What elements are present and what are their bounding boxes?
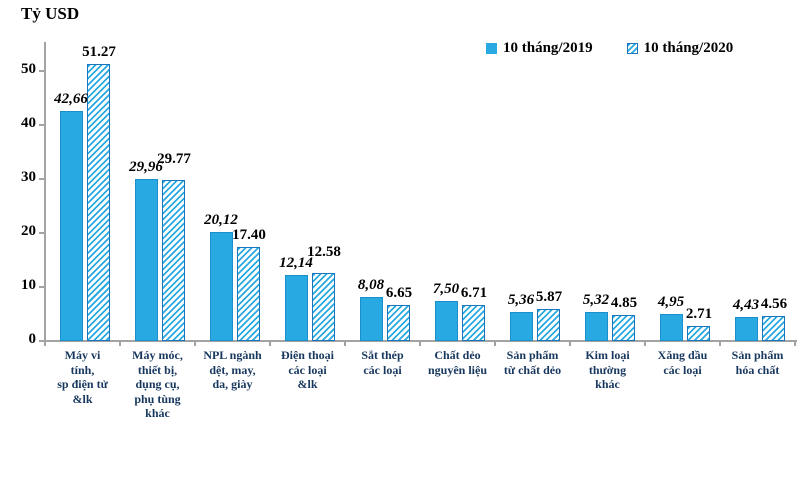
bar-2020 <box>312 273 335 341</box>
value-label-2020: 6.71 <box>460 284 488 301</box>
x-tick-mark <box>419 341 421 346</box>
bar-2019 <box>585 312 608 341</box>
value-label-2020: 4.85 <box>610 294 638 311</box>
value-label-2019: 4,95 <box>657 294 685 311</box>
bar-2020 <box>612 314 635 341</box>
value-label-2020: 51.27 <box>82 44 116 61</box>
bar-2019 <box>435 300 458 341</box>
bar-2019 <box>60 110 83 341</box>
bar-2020 <box>687 326 710 341</box>
bar-2020 <box>87 64 110 341</box>
legend-label-2020: 10 tháng/2020 <box>643 40 734 56</box>
category-label: Kim loại thường khác <box>585 348 630 391</box>
value-label-2019: 12,14 <box>279 255 313 272</box>
bar-2019 <box>135 179 158 341</box>
y-tick-label: 40 <box>21 115 36 131</box>
category-label: Sản phẩm từ chất dẻo <box>503 348 562 377</box>
category-label: Điện thoại các loại &lk <box>280 348 334 391</box>
bar-2020 <box>237 247 260 341</box>
legend-item-2019: 10 tháng/2019 <box>486 40 593 57</box>
category-label: Máy vi tính, sp điện tử &lk <box>57 348 108 406</box>
y-tick-mark <box>39 340 45 342</box>
bar-2019 <box>360 297 383 341</box>
x-tick-mark <box>494 341 496 346</box>
value-label-2019: 5,32 <box>582 292 610 309</box>
category-label: NPL ngành dệt, may, da, giày <box>203 348 262 391</box>
bar-2020 <box>762 316 785 341</box>
x-tick-mark <box>644 341 646 346</box>
bar-2019 <box>660 314 683 341</box>
value-label-2019: 7,50 <box>432 280 460 297</box>
legend: 10 tháng/2019 10 tháng/2020 <box>486 40 733 57</box>
legend-swatch-solid-icon <box>486 43 497 54</box>
bar-2019 <box>510 312 533 341</box>
y-tick-mark <box>39 70 45 72</box>
value-label-2019: 20,12 <box>204 212 238 229</box>
legend-swatch-hatched-icon <box>626 43 638 54</box>
bar-2019 <box>285 275 308 341</box>
value-label-2020: 12.58 <box>307 244 341 261</box>
value-label-2020: 6.65 <box>385 285 413 302</box>
value-label-2020: 29.77 <box>157 151 191 168</box>
bar-2019 <box>210 232 233 341</box>
bar-2019 <box>735 317 758 341</box>
legend-item-2020: 10 tháng/2020 <box>626 40 734 57</box>
x-tick-mark <box>194 341 196 346</box>
bar-2020 <box>537 309 560 341</box>
y-tick-mark <box>39 232 45 234</box>
value-label-2019: 4,43 <box>732 297 760 314</box>
value-label-2019: 42,66 <box>54 90 88 107</box>
x-tick-mark <box>569 341 571 346</box>
y-tick-label: 50 <box>21 61 36 77</box>
value-label-2019: 8,08 <box>357 277 385 294</box>
x-tick-mark <box>344 341 346 346</box>
category-label: Máy móc, thiết bị, dụng cụ, phụ tùng khá… <box>132 348 183 420</box>
bar-2020 <box>387 305 410 341</box>
y-tick-mark <box>39 124 45 126</box>
x-tick-mark <box>119 341 121 346</box>
y-tick-mark <box>39 286 45 288</box>
value-label-2019: 5,36 <box>507 292 535 309</box>
y-tick-label: 10 <box>21 277 36 293</box>
category-label: Chất dẻo nguyên liệu <box>427 348 487 377</box>
y-tick-label: 30 <box>21 169 36 185</box>
value-label-2020: 2.71 <box>685 306 713 323</box>
x-tick-mark <box>269 341 271 346</box>
value-label-2020: 4.56 <box>760 296 788 313</box>
chart-title: Tỷ USD <box>21 4 80 23</box>
x-tick-mark <box>719 341 721 346</box>
x-tick-mark <box>794 341 796 346</box>
legend-label-2019: 10 tháng/2019 <box>503 40 593 56</box>
y-axis-line <box>44 42 46 341</box>
value-label-2020: 5.87 <box>535 289 563 306</box>
bar-2020 <box>162 180 185 341</box>
x-tick-mark <box>44 341 46 346</box>
y-tick-mark <box>39 178 45 180</box>
bar-2020 <box>462 304 485 341</box>
category-label: Xăng dầu các loại <box>657 348 708 377</box>
x-axis-line <box>44 339 797 342</box>
value-label-2019: 29,96 <box>129 159 163 176</box>
y-tick-label: 20 <box>21 223 36 239</box>
y-tick-label: 0 <box>28 331 37 347</box>
category-label: Sắt thép các loại <box>361 348 404 377</box>
category-label: Sản phẩm hóa chất <box>731 348 784 377</box>
value-label-2020: 17.40 <box>232 227 266 244</box>
